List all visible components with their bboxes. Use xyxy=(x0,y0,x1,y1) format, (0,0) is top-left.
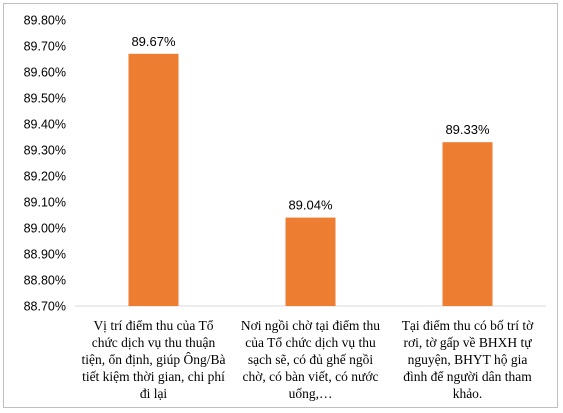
y-tick-label: 89.30% xyxy=(24,144,66,158)
category-label-line: uống,… xyxy=(289,386,333,401)
y-tick-label: 89.80% xyxy=(24,14,66,28)
bar xyxy=(285,217,336,306)
y-tick-label: 89.50% xyxy=(24,92,66,106)
category-label-line: rơi, tờ gấp về BHXH tự xyxy=(403,335,532,350)
y-tick-label: 88.80% xyxy=(24,274,66,288)
data-label: 89.67% xyxy=(131,34,176,49)
category-label-line: chức dịch vụ thu thuận xyxy=(92,335,216,350)
data-label: 89.33% xyxy=(445,122,490,137)
category-label: Nơi ngồi chờ tại điểm thu của Tổ chức dịc… xyxy=(241,318,380,401)
category-label: Vị trí điểm thu của Tổ chức dịch vụ thu t… xyxy=(82,318,226,401)
y-tick-label: 89.60% xyxy=(24,66,66,80)
category-label-line: nguyện, BHYT hộ gia xyxy=(408,352,528,367)
data-labels: 89.67% 89.04% 89.33% xyxy=(131,34,490,213)
data-label: 89.04% xyxy=(288,198,333,213)
category-label-line: sạch sẽ, có đủ ghế ngồi xyxy=(248,352,373,367)
category-label-line: đình để người dân tham xyxy=(403,369,532,384)
category-label-line: của Tổ chức dịch vụ thu xyxy=(245,335,376,350)
category-label-line: Tại điểm thu có bố trí tờ xyxy=(402,318,534,333)
category-labels: Vị trí điểm thu của Tổ chức dịch vụ thu t… xyxy=(82,318,535,401)
y-tick-label: 89.10% xyxy=(24,196,66,210)
y-tick-label: 89.20% xyxy=(24,170,66,184)
category-label-line: chờ, có bàn viết, có nước xyxy=(243,369,379,384)
bars xyxy=(128,53,493,306)
bar xyxy=(128,53,179,306)
category-label-line: khảo. xyxy=(453,386,483,401)
category-label-line: Nơi ngồi chờ tại điểm thu xyxy=(241,318,380,333)
y-tick-label: 89.00% xyxy=(24,222,66,236)
y-tick-label: 88.90% xyxy=(24,248,66,262)
category-label-line: đi lại xyxy=(140,386,168,401)
category-label-line: tiết kiệm thời gian, chi phí xyxy=(82,369,225,384)
category-label-line: tiện, ổn định, giúp Ông/Bà xyxy=(82,352,226,367)
y-tick-label: 88.70% xyxy=(24,300,66,314)
y-tick-label: 89.40% xyxy=(24,118,66,132)
bar xyxy=(442,142,493,306)
y-tick-label: 89.70% xyxy=(24,40,66,54)
category-label: Tại điểm thu có bố trí tờ rơi, tờ gấp về … xyxy=(402,318,534,401)
category-label-line: Vị trí điểm thu của Tổ xyxy=(93,318,213,333)
